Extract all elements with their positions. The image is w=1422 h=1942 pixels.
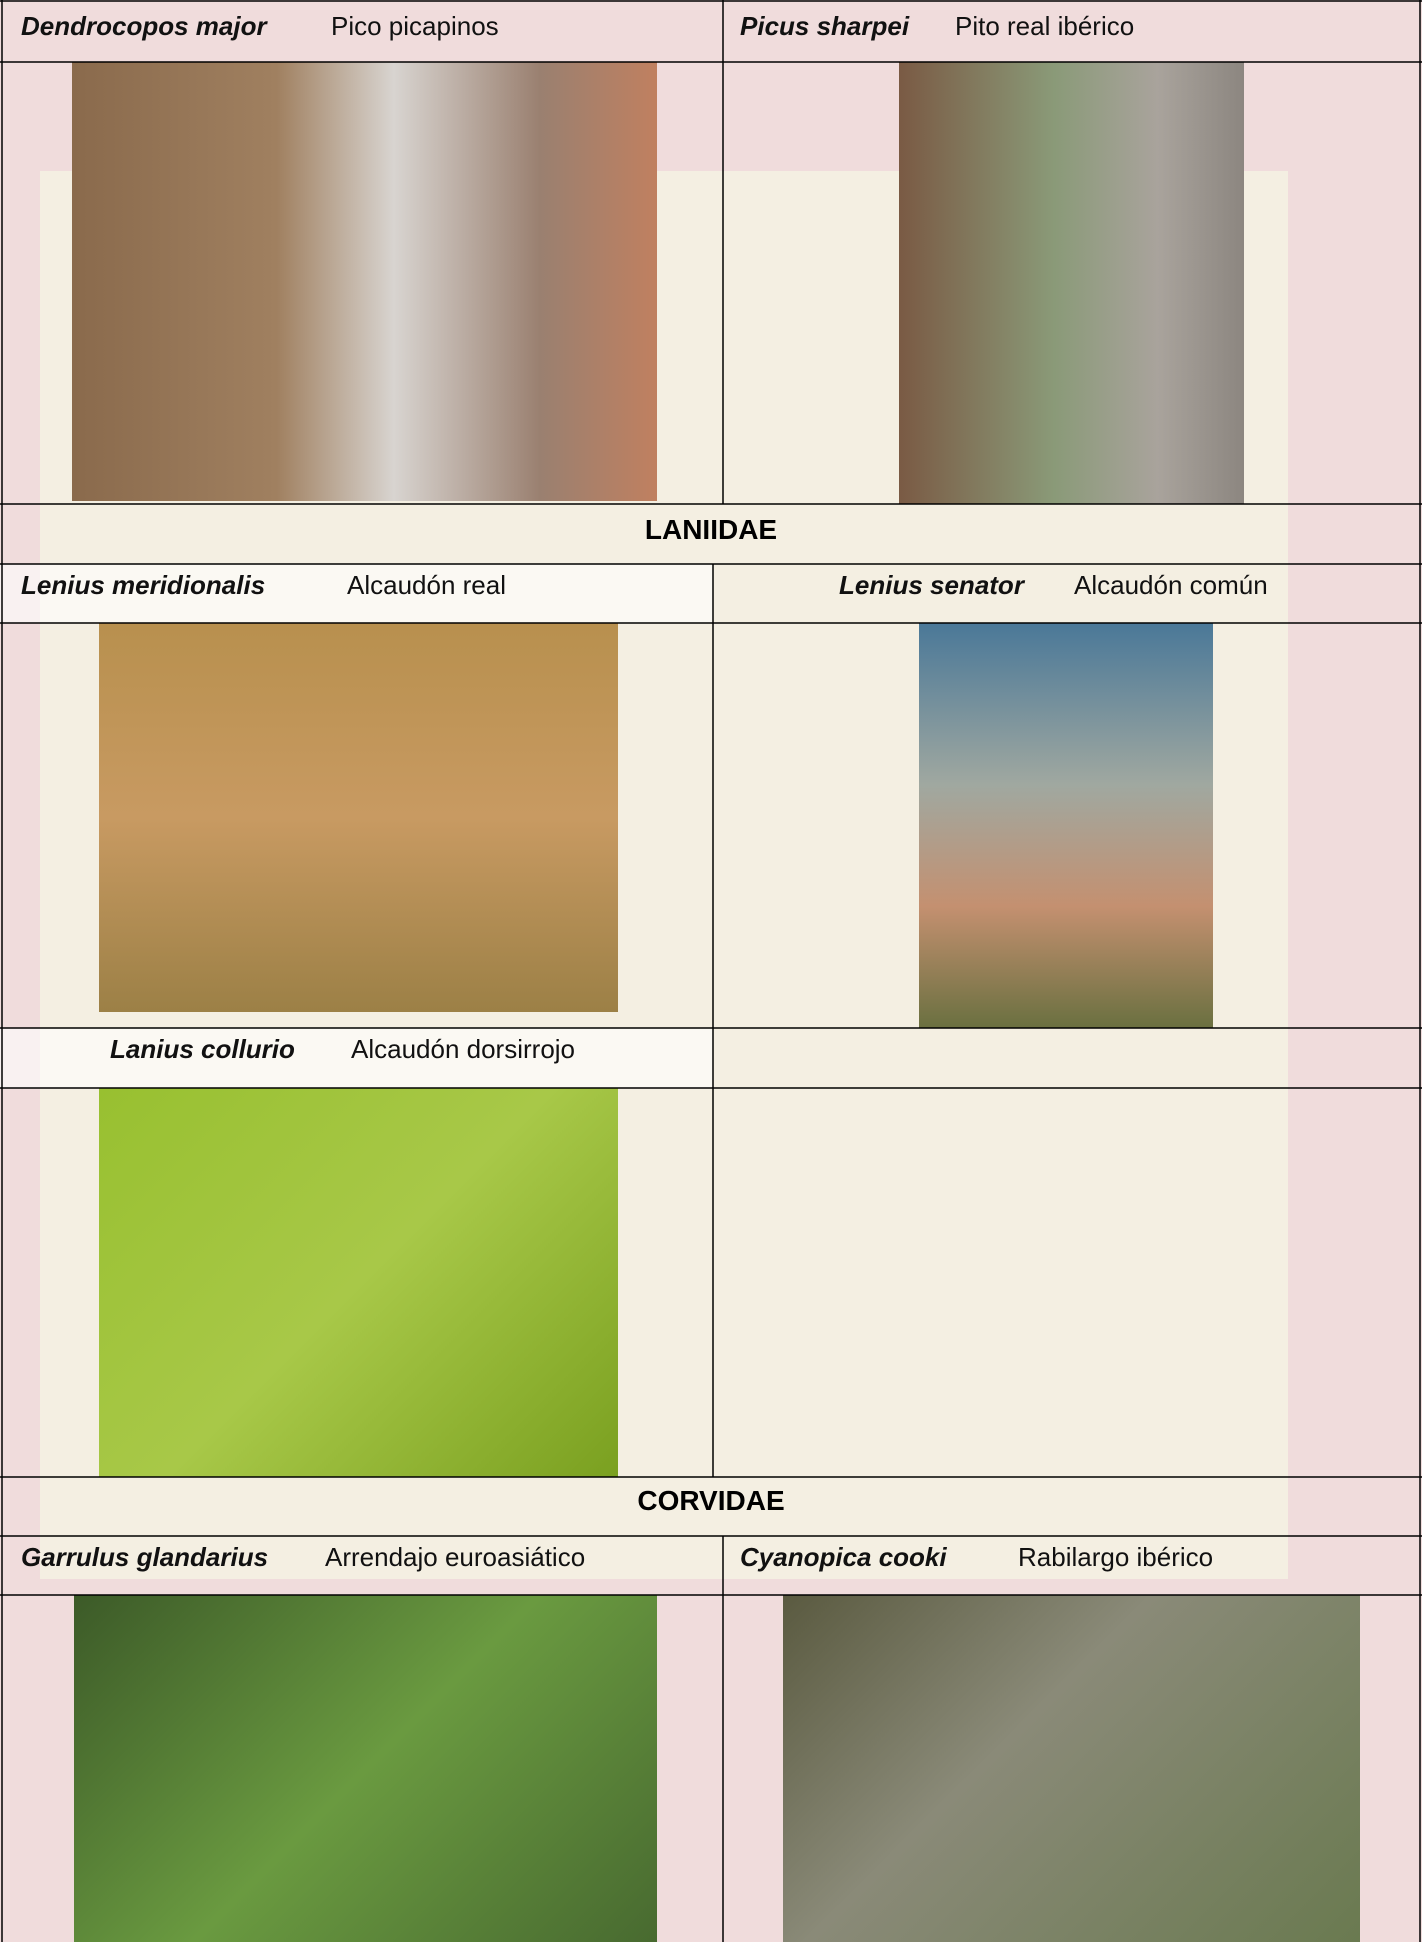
photo [99, 1088, 618, 1477]
scientific-name: Lenius senator [839, 570, 1024, 600]
common-name: Alcaudón real [347, 570, 506, 600]
scientific-name: Picus sharpei [740, 11, 910, 41]
common-name: Pito real ibérico [955, 11, 1135, 41]
photo [919, 623, 1213, 1028]
scientific-name: Lanius collurio [110, 1034, 295, 1064]
scientific-name: Dendrocopos major [21, 11, 267, 41]
family-heading: LANIIDAE [644, 514, 778, 545]
photo [899, 62, 1244, 504]
common-name: Arrendajo euroasiático [325, 1542, 586, 1572]
photo [74, 1595, 657, 1942]
common-name: Rabilargo ibérico [1018, 1542, 1214, 1572]
scientific-name: Cyanopica cooki [740, 1542, 947, 1572]
photo [99, 623, 618, 1012]
header-bg [0, 564, 713, 623]
common-name: Pico picapinos [331, 11, 499, 41]
common-name: Alcaudón común [1074, 570, 1268, 600]
header-bg [0, 1028, 713, 1088]
common-name: Alcaudón dorsirrojo [351, 1034, 576, 1064]
family-heading: CORVIDAE [637, 1485, 785, 1516]
photo [72, 62, 657, 501]
scientific-name: Garrulus glandarius [21, 1542, 269, 1572]
scientific-name: Lenius meridionalis [21, 570, 266, 600]
photo [783, 1595, 1360, 1942]
